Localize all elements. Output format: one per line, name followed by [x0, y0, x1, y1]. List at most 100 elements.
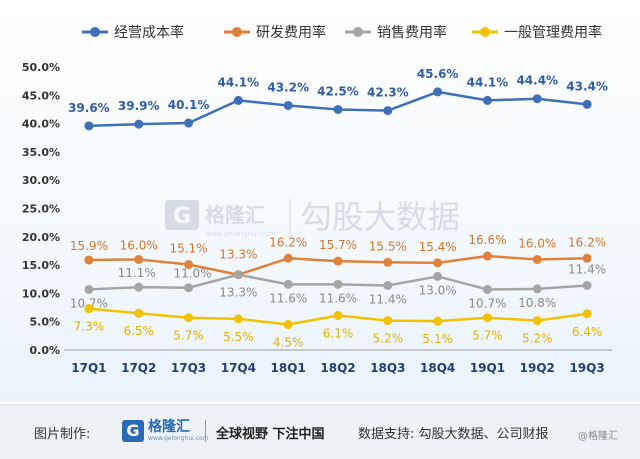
legend: 经营成本率 研发费用率 销售费用率 一般管理费用率	[82, 24, 602, 41]
watermark-url: www.gelonghui.com	[205, 230, 276, 238]
data-point	[233, 270, 243, 280]
series-2: 15.9% 16.0% 15.1% 13.3% 16.2% 15.7% 15.5% 15.4%…	[70, 233, 606, 280]
data-label: 44.1%	[467, 75, 509, 89]
watermark: G 格隆汇 www.gelonghui.com 勾股大数据	[165, 198, 460, 238]
footer-logo-url: www.gelonghui.com	[148, 434, 209, 442]
data-point	[433, 87, 443, 97]
data-label: 5.1%	[422, 332, 453, 346]
watermark-logo-letter: G	[173, 204, 191, 229]
data-label: 15.1%	[169, 242, 207, 256]
data-point	[333, 256, 343, 266]
data-label: 42.3%	[367, 86, 409, 100]
data-label: 10.7%	[468, 296, 506, 310]
footer-credit: @格隆汇	[578, 431, 618, 442]
data-point	[582, 280, 592, 290]
watermark-logo-icon	[165, 200, 199, 230]
data-label: 16.0%	[518, 236, 556, 250]
data-point	[233, 95, 243, 105]
series-3: 10.7% 11.1% 11.0% 13.3% 11.6% 11.6% 11.4% 13.0%…	[70, 262, 606, 310]
data-point	[383, 257, 393, 267]
data-label: 5.7%	[472, 329, 503, 343]
legend-marker	[90, 27, 100, 37]
data-label: 15.4%	[419, 240, 457, 254]
data-point	[134, 119, 144, 129]
data-label: 5.7%	[173, 329, 204, 343]
legend-marker	[480, 27, 490, 37]
data-label: 5.5%	[223, 330, 254, 344]
footer: 图片制作: G 格隆汇 www.gelonghui.com 全球视野 下注中国 …	[0, 404, 640, 459]
data-label: 42.5%	[317, 84, 359, 98]
data-point	[482, 313, 492, 323]
watermark-brand: 格隆汇	[205, 203, 265, 227]
gelonghui-logo-icon: G	[122, 420, 144, 442]
data-point	[84, 284, 94, 294]
legend-marker	[232, 27, 242, 37]
data-label: 16.2%	[269, 235, 307, 249]
footer-logo-brand: 格隆汇	[148, 418, 190, 435]
data-label: 16.6%	[468, 233, 506, 247]
x-tick-label: 17Q4	[221, 361, 256, 375]
data-point	[184, 260, 194, 270]
data-label: 11.4%	[568, 262, 606, 276]
data-label: 15.9%	[70, 239, 108, 253]
data-label: 4.5%	[273, 336, 304, 350]
legend-marker	[353, 27, 363, 37]
data-point	[134, 282, 144, 292]
footer-logo: G 格隆汇 www.gelonghui.com	[122, 415, 209, 447]
y-tick-label: 40.0%	[22, 118, 60, 131]
series-4: 7.3% 6.5% 5.7% 5.5% 4.5% 6.1% 5.2% 5.1% 5.7% 5.2%…	[74, 304, 602, 350]
series-1: 39.6% 39.9% 40.1% 44.1% 43.2% 42.5% 42.3% 45.6%…	[68, 67, 608, 131]
data-label: 5.2%	[522, 332, 553, 346]
y-tick-label: 30.0%	[22, 174, 60, 187]
data-point	[333, 104, 343, 114]
y-tick-label: 0.0%	[29, 344, 60, 357]
data-point	[283, 320, 293, 330]
line-chart: G 格隆汇 www.gelonghui.com 勾股大数据 经营成本率 研发费用率…	[22, 24, 612, 375]
x-tick-label: 19Q3	[569, 361, 604, 375]
data-point	[383, 316, 393, 326]
data-point	[333, 279, 343, 289]
data-label: 40.1%	[168, 98, 210, 112]
data-label: 13.3%	[219, 286, 257, 300]
data-point	[283, 279, 293, 289]
legend-label: 一般管理费用率	[504, 24, 602, 41]
footer-made-by-label: 图片制作:	[34, 427, 91, 442]
data-label: 6.1%	[323, 326, 354, 340]
data-label: 39.6%	[68, 101, 110, 115]
data-label: 16.2%	[568, 235, 606, 249]
y-tick-label: 20.0%	[22, 231, 60, 244]
data-label: 11.1%	[118, 266, 156, 280]
footer-slogan: 全球视野 下注中国	[216, 427, 325, 442]
data-label: 44.1%	[218, 75, 260, 89]
data-point	[532, 316, 542, 326]
data-label: 10.7%	[70, 296, 108, 310]
y-tick-label: 25.0%	[22, 203, 60, 216]
data-label: 11.4%	[369, 292, 407, 306]
data-point	[84, 304, 94, 314]
data-point	[134, 254, 144, 264]
data-label: 11.0%	[173, 267, 211, 281]
footer-data-support: 数据支持: 勾股大数据、公司财报	[358, 427, 549, 442]
legend-label: 销售费用率	[377, 24, 447, 41]
data-label: 11.6%	[269, 291, 307, 305]
data-label: 11.6%	[319, 291, 357, 305]
y-tick-label: 35.0%	[22, 146, 60, 159]
data-label: 13.0%	[419, 283, 457, 297]
y-axis: 0.0% 5.0% 10.0% 15.0% 20.0% 25.0% 30.0% 35.0% 40…	[22, 61, 60, 357]
data-point	[184, 118, 194, 128]
data-point	[532, 94, 542, 104]
footer-divider	[205, 420, 206, 442]
data-label: 43.4%	[566, 79, 608, 93]
data-point	[283, 100, 293, 110]
data-label: 15.5%	[369, 239, 407, 253]
data-point	[84, 255, 94, 265]
data-point	[184, 313, 194, 323]
data-label: 15.7%	[319, 238, 357, 252]
data-point	[184, 283, 194, 293]
data-point	[283, 253, 293, 263]
data-label: 7.3%	[74, 320, 105, 334]
y-tick-label: 10.0%	[22, 287, 60, 300]
data-point	[582, 309, 592, 319]
watermark-partner: 勾股大数据	[300, 198, 460, 236]
